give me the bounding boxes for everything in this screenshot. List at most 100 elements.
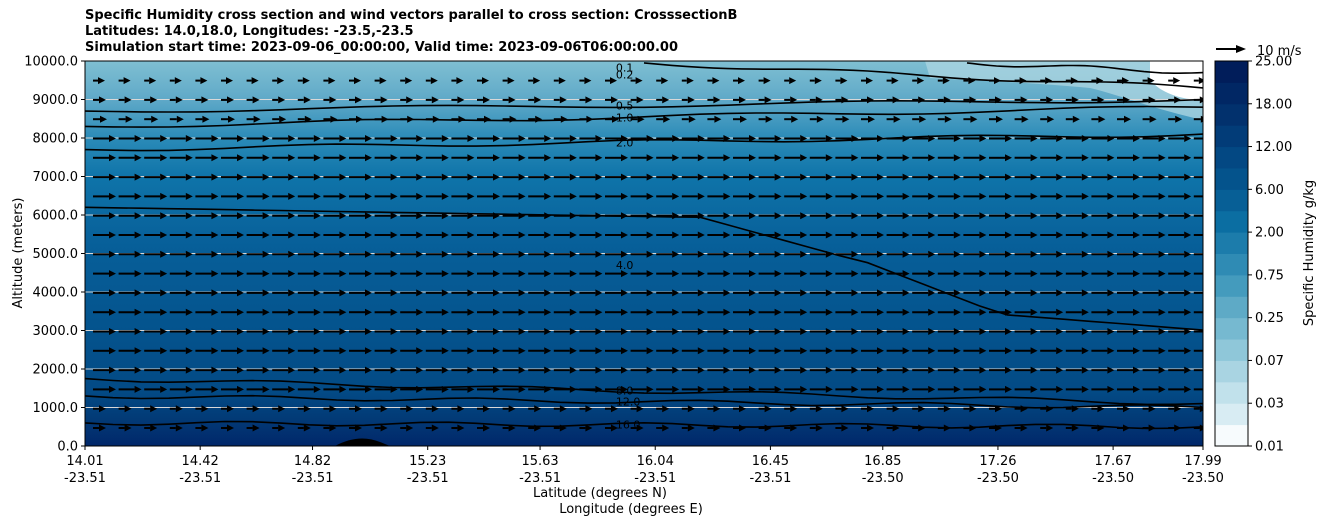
wind-arrow-head bbox=[723, 347, 731, 355]
wind-arrow-head bbox=[467, 366, 475, 374]
wind-arrow-head bbox=[1098, 115, 1106, 123]
wind-arrow-head bbox=[109, 308, 116, 316]
contour-label: 1.0 bbox=[616, 111, 634, 124]
wind-arrow-head bbox=[252, 405, 260, 413]
wind-arrow-head bbox=[1199, 96, 1203, 104]
wind-arrow-head bbox=[381, 115, 389, 123]
wind-arrow-head bbox=[1107, 308, 1115, 316]
wind-arrow-head bbox=[185, 173, 193, 181]
wind-arrow-head bbox=[917, 77, 925, 85]
wind-arrow-head bbox=[928, 366, 936, 374]
wind-arrow-head bbox=[518, 366, 526, 374]
wind-arrow-head bbox=[569, 173, 577, 181]
x-tick-label-lat: 16.04 bbox=[637, 454, 674, 469]
wind-arrow-head bbox=[595, 192, 603, 200]
wind-arrow-head bbox=[569, 231, 577, 239]
wind-arrow-head bbox=[595, 366, 603, 374]
wind-arrow-head bbox=[723, 212, 731, 220]
wind-arrow-head bbox=[1158, 212, 1166, 220]
quiver-key-label: 10 m/s bbox=[1257, 44, 1302, 59]
wind-arrow-head bbox=[175, 96, 183, 104]
wind-arrow-head bbox=[800, 366, 808, 374]
wind-arrow-head bbox=[928, 347, 936, 355]
wind-arrow-head bbox=[1158, 231, 1166, 239]
contour-line bbox=[85, 420, 1203, 430]
wind-arrow-head bbox=[646, 270, 654, 278]
wind-arrow-head bbox=[380, 405, 388, 413]
wind-arrow-head bbox=[1046, 405, 1054, 413]
wind-arrow-head bbox=[928, 270, 936, 278]
wind-arrow-head bbox=[1174, 96, 1182, 104]
wind-arrow-head bbox=[800, 328, 808, 335]
wind-arrow-head bbox=[533, 77, 541, 85]
wind-arrow-head bbox=[185, 135, 193, 142]
wind-arrow-head bbox=[493, 366, 500, 374]
wind-arrow-head bbox=[1030, 385, 1038, 393]
wind-arrow-head bbox=[672, 250, 680, 258]
wind-arrow-head bbox=[621, 173, 628, 181]
wind-arrow-head bbox=[160, 250, 168, 258]
wind-arrow-head bbox=[636, 424, 644, 432]
wind-arrow-head bbox=[790, 405, 798, 413]
wind-arrow-head bbox=[407, 115, 415, 123]
wind-arrow-head bbox=[902, 154, 910, 162]
wind-arrow-head bbox=[416, 135, 424, 142]
wind-arrow-head bbox=[441, 173, 449, 181]
wind-arrow-head bbox=[390, 270, 398, 278]
wind-arrow-head bbox=[851, 308, 859, 316]
wind-arrow-head bbox=[877, 308, 884, 316]
wind-arrow-head bbox=[851, 289, 859, 297]
wind-arrow-head bbox=[1184, 192, 1192, 200]
wind-arrow-head bbox=[518, 308, 526, 316]
wind-arrow-head bbox=[1030, 212, 1038, 220]
wind-arrow-head bbox=[339, 173, 347, 181]
wind-arrow-head bbox=[1056, 308, 1064, 316]
wind-arrow-head bbox=[544, 250, 552, 258]
wind-arrow-head bbox=[237, 173, 244, 181]
wind-arrow-head bbox=[134, 212, 142, 220]
wind-arrow-head bbox=[621, 231, 628, 239]
wind-arrow-head bbox=[518, 212, 526, 220]
contour-lines: 0.10.20.51.02.04.08.012.016.0 bbox=[85, 61, 1203, 432]
wind-arrow-head bbox=[390, 212, 398, 220]
wind-arrow-head bbox=[800, 212, 808, 220]
wind-arrow-head bbox=[1081, 250, 1089, 258]
wind-arrow-head bbox=[329, 424, 337, 432]
wind-arrow-head bbox=[302, 77, 310, 85]
wind-arrow-head bbox=[518, 192, 526, 200]
wind-arrow-head bbox=[457, 424, 465, 432]
wind-arrow-head bbox=[697, 289, 705, 297]
wind-arrow-head bbox=[851, 328, 859, 335]
wind-arrow-head bbox=[1133, 231, 1140, 239]
wind-arrow-head bbox=[559, 405, 567, 413]
y-tick-label: 4000.0 bbox=[33, 286, 79, 301]
wind-arrow-head bbox=[1005, 231, 1012, 239]
wind-arrow-head bbox=[979, 154, 987, 162]
wind-arrow-head bbox=[211, 328, 219, 335]
wind-arrow-head bbox=[723, 135, 731, 142]
wind-arrow-head bbox=[569, 308, 577, 316]
wind-arrow-head bbox=[1133, 270, 1140, 278]
wind-arrow-head bbox=[185, 366, 193, 374]
wind-arrow-head bbox=[1047, 115, 1055, 123]
wind-arrow-head bbox=[313, 270, 321, 278]
wind-arrow-head bbox=[226, 77, 233, 85]
wind-arrow-head bbox=[467, 192, 475, 200]
wind-arrow-head bbox=[390, 250, 398, 258]
wind-arrow-head bbox=[621, 135, 628, 142]
wind-arrow-head bbox=[774, 289, 782, 297]
wind-arrow-head bbox=[764, 96, 772, 104]
wind-arrow-head bbox=[1081, 289, 1089, 297]
wind-arrow-head bbox=[109, 135, 116, 142]
wind-arrow-head bbox=[968, 77, 976, 85]
wind-arrow-head bbox=[1005, 192, 1012, 200]
wind-arrow-head bbox=[637, 115, 645, 123]
wind-arrow-head bbox=[1081, 328, 1089, 335]
wind-arrow-head bbox=[390, 154, 398, 162]
wind-arrow-head bbox=[825, 231, 833, 239]
wind-arrow-head bbox=[877, 192, 884, 200]
x-tick-label-lat: 14.01 bbox=[66, 454, 103, 469]
wind-arrow-head bbox=[390, 135, 398, 142]
wind-arrow-head bbox=[432, 115, 440, 123]
x-tick-label-lat: 15.23 bbox=[409, 454, 446, 469]
